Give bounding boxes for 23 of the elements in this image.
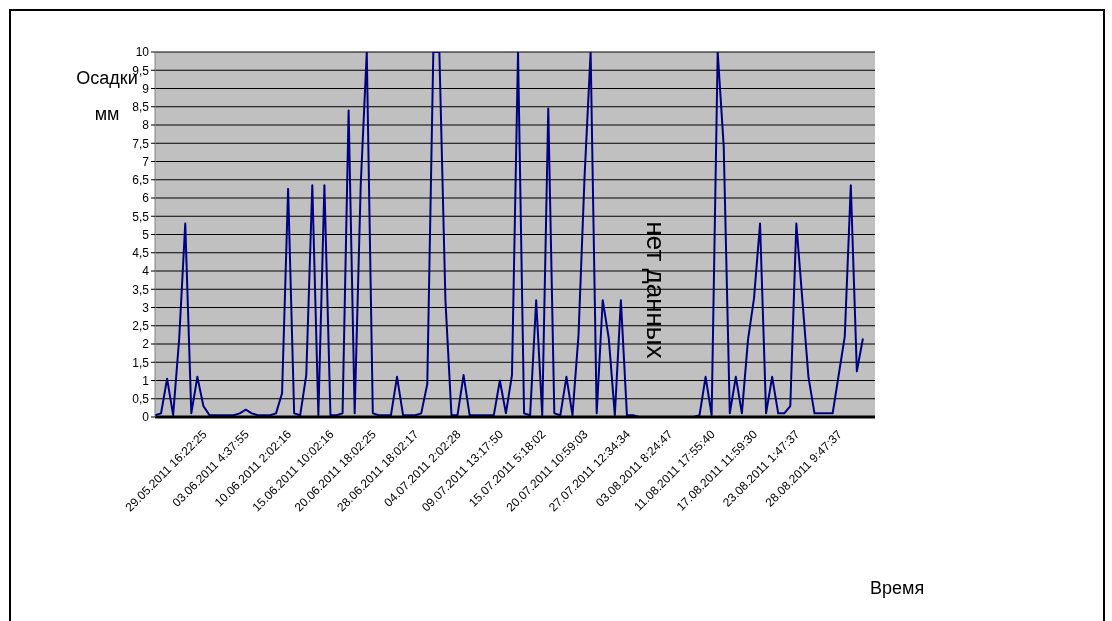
- y-tick-label: 6: [142, 191, 150, 206]
- y-tick-label: 5: [142, 227, 150, 242]
- y-tick-label: 2,5: [132, 319, 150, 334]
- x-axis-title: Время: [870, 578, 925, 599]
- y-tick-label: 3: [142, 300, 150, 315]
- annotation: нет данных: [639, 221, 671, 359]
- y-tick-label: 8: [142, 118, 150, 133]
- y-tick-label: 8,5: [132, 100, 150, 115]
- y-tick-label: 5,5: [132, 209, 150, 224]
- y-tick-label: 2: [142, 337, 150, 352]
- y-tick-label: 7,5: [132, 136, 150, 151]
- y-tick-label: 3,5: [132, 282, 150, 297]
- y-tick-label: 1,5: [132, 355, 150, 370]
- y-tick-label: 6,5: [132, 173, 150, 188]
- y-tick-label: 0: [142, 410, 150, 425]
- y-tick-label: 4: [142, 264, 150, 279]
- y-tick-label: 10: [135, 45, 150, 60]
- y-tick-label: 9: [142, 81, 150, 96]
- y-tick-label: 0,5: [132, 392, 150, 407]
- line-series: [154, 52, 864, 417]
- y-tick-label: 7: [142, 154, 150, 169]
- y-tick-label: 4,5: [132, 246, 150, 261]
- y-tick-label: 1: [142, 373, 150, 388]
